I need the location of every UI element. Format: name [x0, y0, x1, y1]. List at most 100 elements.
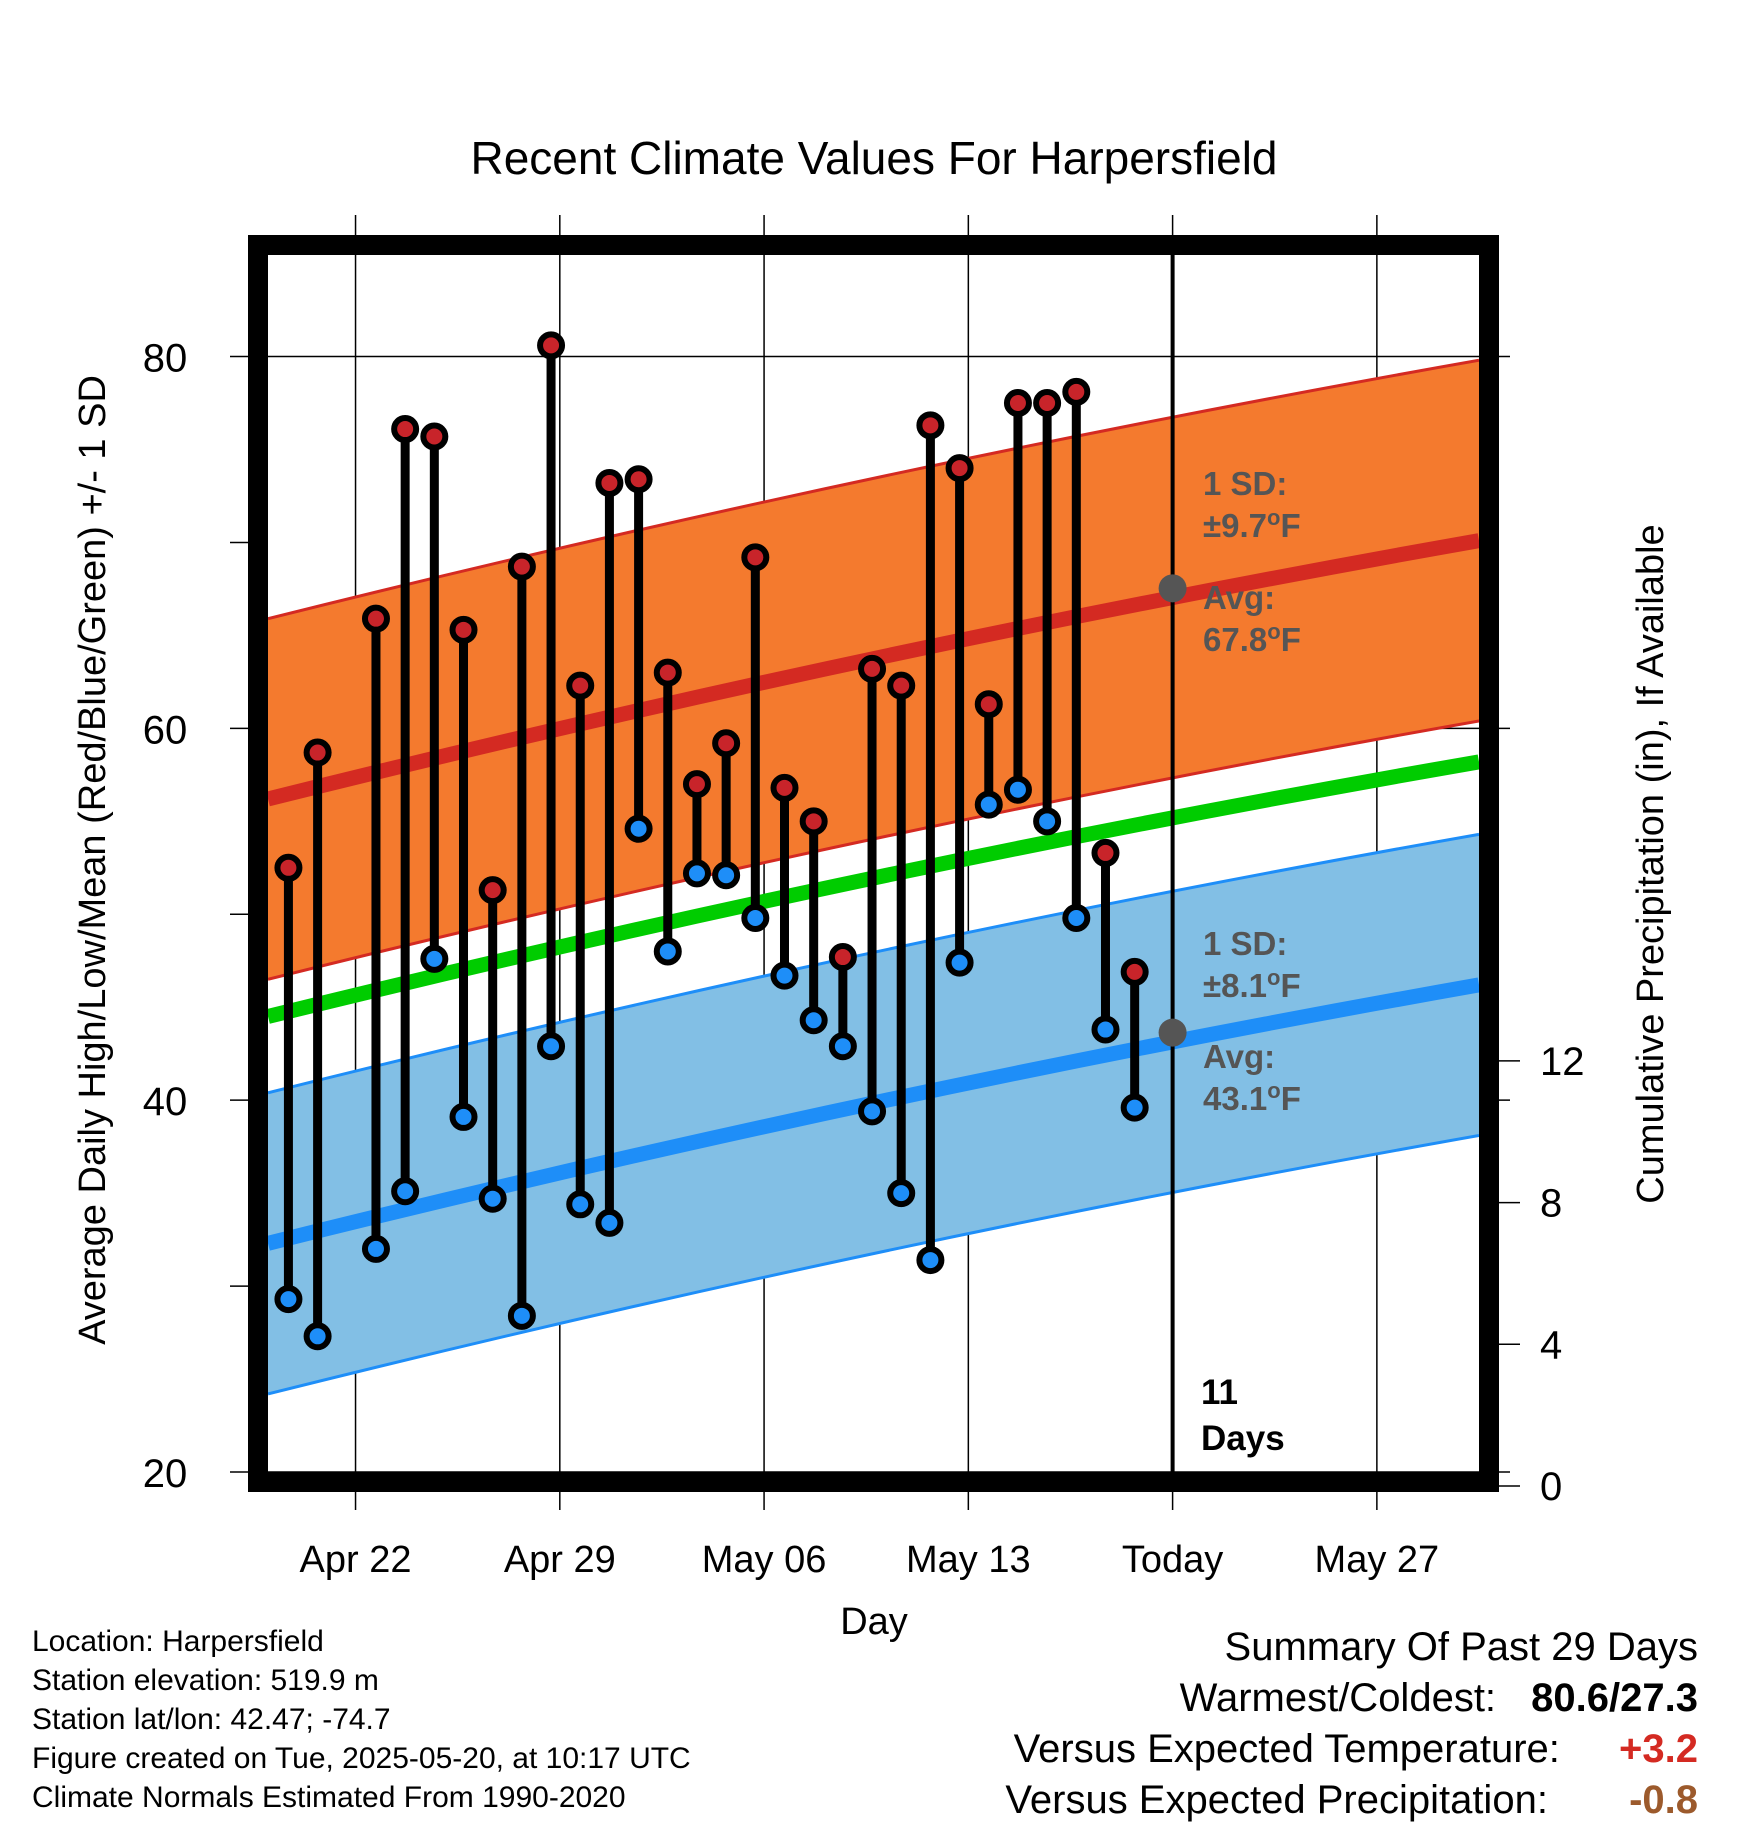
normal-low-lower-edge [268, 1134, 1479, 1396]
daily-high-point [828, 943, 857, 972]
daily-low-point [1091, 1015, 1120, 1044]
precip-days-count: 11 [1201, 1373, 1238, 1412]
daily-high-point [1003, 389, 1032, 418]
x-tick-label: May 06 [702, 1539, 827, 1581]
temp-anomaly-label: Versus Expected Temperature: [1013, 1727, 1560, 1771]
daily-high-point [537, 331, 566, 360]
warm-cold-value: 80.6/27.3 [1531, 1676, 1698, 1720]
daily-low-point [916, 1246, 945, 1275]
y2-tick-label: 0 [1540, 1465, 1562, 1509]
daily-low-point [624, 814, 653, 843]
high-avg-annotation-value: 67.8oF [1203, 619, 1301, 658]
x-tick-label: Today [1122, 1539, 1223, 1581]
daily-low-point [741, 903, 770, 932]
daily-high-point [478, 876, 507, 905]
warm-cold-label: Warmest/Coldest: [1179, 1676, 1497, 1720]
latlon-text: Station lat/lon: 42.47; -74.7 [32, 1703, 391, 1736]
x-tick-label: Apr 22 [300, 1539, 412, 1581]
normals-text: Climate Normals Estimated From 1990-2020 [32, 1781, 626, 1814]
precip-anomaly-row: Versus Expected Precipitation: -0.8 [1005, 1775, 1698, 1826]
daily-high-point [858, 654, 887, 683]
elevation-text: Station elevation: 519.9 m [32, 1664, 379, 1697]
daily-low-point [1062, 903, 1091, 932]
daily-high-point [887, 671, 916, 700]
station-info: Location: Harpersfield Station elevation… [32, 1622, 691, 1817]
daily-high-point [507, 552, 536, 581]
low-avg-annotation-value: 43.1oF [1203, 1078, 1301, 1117]
y2-tick-label: 12 [1540, 1040, 1585, 1084]
daily-high-point [303, 738, 332, 767]
high-sd-annotation-label: 1 SD: [1203, 465, 1287, 502]
daily-low-point [712, 861, 741, 890]
daily-high-point [712, 729, 741, 758]
low-avg-annotation-label: Avg: [1203, 1038, 1275, 1075]
x-tick-label: Apr 29 [504, 1539, 616, 1581]
daily-low-point [945, 948, 974, 977]
daily-low-point [303, 1322, 332, 1351]
today-normal-low-marker [1158, 1018, 1187, 1047]
precip-anomaly-value: -0.8 [1629, 1778, 1698, 1822]
high-sd-annotation-value: ±9.7oF [1203, 505, 1301, 544]
summary-panel: Summary Of Past 29 Days Warmest/Coldest:… [1005, 1622, 1698, 1826]
daily-high-point [1091, 838, 1120, 867]
daily-high-point [274, 853, 303, 882]
daily-high-point [653, 658, 682, 687]
daily-low-point [682, 859, 711, 888]
daily-low-point [537, 1032, 566, 1061]
precip-days-unit: Days [1201, 1419, 1285, 1458]
daily-low-point [361, 1234, 390, 1263]
chart-title: Recent Climate Values For Harpersfield [470, 132, 1277, 184]
daily-low-point [595, 1208, 624, 1237]
y-tick-label: 40 [143, 1080, 188, 1124]
daily-low-point [274, 1285, 303, 1314]
created-text: Figure created on Tue, 2025-05-20, at 10… [32, 1742, 691, 1775]
daily-low-point [887, 1179, 916, 1208]
daily-high-point [916, 411, 945, 440]
normal-high-upper-edge [268, 358, 1479, 621]
daily-high-point [361, 604, 390, 633]
daily-high-point [1062, 377, 1091, 406]
daily-low-point [1003, 775, 1032, 804]
daily-high-point [799, 807, 828, 836]
high-avg-annotation-label: Avg: [1203, 579, 1275, 616]
x-tick-label: May 13 [906, 1539, 1031, 1581]
low-sd-annotation-label: 1 SD: [1203, 925, 1287, 962]
y-axis-label: Average Daily High/Low/Mean (Red/Blue/Gr… [72, 375, 114, 1345]
y-tick-label: 80 [143, 337, 188, 381]
daily-high-point [682, 770, 711, 799]
daily-high-point [566, 671, 595, 700]
daily-low-point [653, 937, 682, 966]
y2-axis-label: Cumulative Precipitation (in), If Availa… [1630, 524, 1672, 1203]
daily-low-point [1120, 1093, 1149, 1122]
daily-low-point [391, 1177, 420, 1206]
daily-low-point [799, 1006, 828, 1035]
daily-high-point [741, 543, 770, 572]
y-tick-label: 60 [143, 708, 188, 752]
daily-low-point [507, 1301, 536, 1330]
daily-high-point [624, 465, 653, 494]
daily-low-point [974, 790, 1003, 819]
daily-high-point [420, 422, 449, 451]
plot-frame [248, 235, 1499, 1492]
low-sd-annotation-value: ±8.1oF [1203, 965, 1301, 1004]
daily-low-point [478, 1184, 507, 1213]
precip-anomaly-label: Versus Expected Precipitation: [1005, 1778, 1548, 1822]
daily-low-point [1033, 807, 1062, 836]
y2-tick-label: 4 [1540, 1323, 1562, 1367]
daily-high-point [1033, 389, 1062, 418]
daily-low-point [449, 1102, 478, 1131]
x-axis-label: Day [840, 1601, 908, 1643]
daily-high-point [770, 773, 799, 802]
daily-low-point [420, 944, 449, 973]
summary-title: Summary Of Past 29 Days [1224, 1625, 1698, 1669]
daily-high-point [945, 454, 974, 483]
warm-cold-row: Warmest/Coldest: 80.6/27.3 [1005, 1673, 1698, 1724]
x-tick-label: May 27 [1315, 1539, 1440, 1581]
y2-tick-label: 8 [1540, 1182, 1562, 1226]
daily-high-point [595, 468, 624, 497]
today-normal-high-marker [1158, 574, 1187, 603]
location-text: Location: Harpersfield [32, 1625, 324, 1658]
y-tick-label: 20 [143, 1452, 188, 1496]
